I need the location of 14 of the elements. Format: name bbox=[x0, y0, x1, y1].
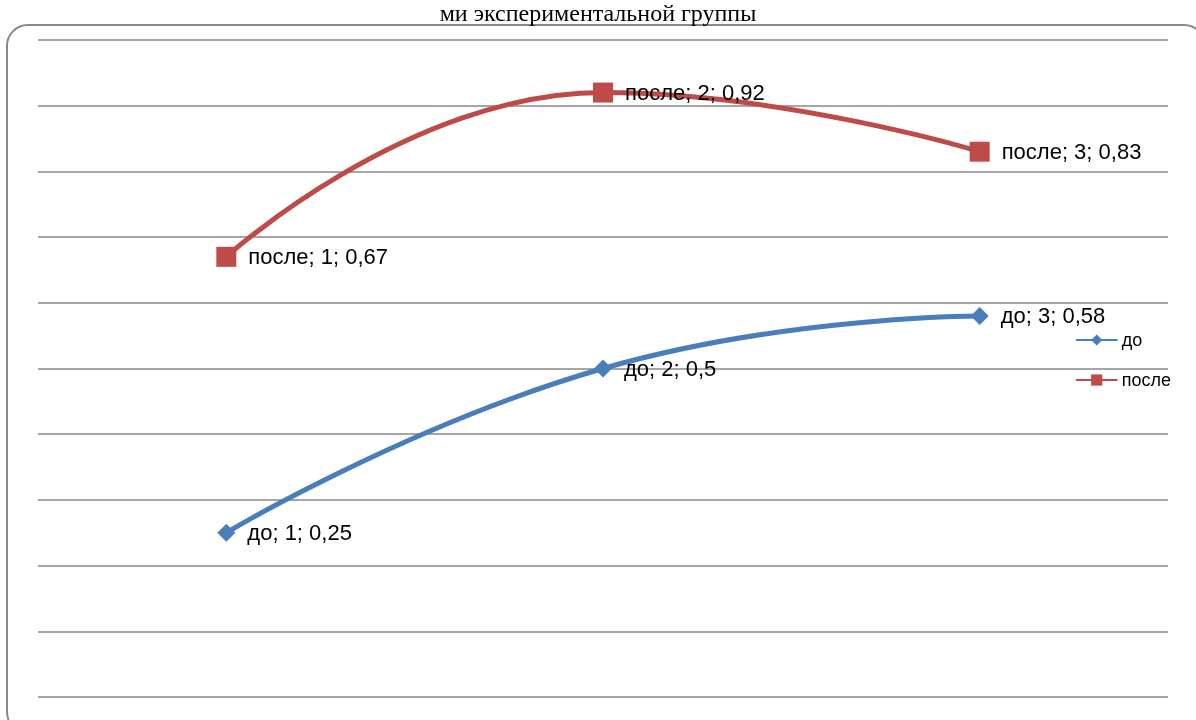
data-label: после; 1; 0,67 bbox=[248, 244, 389, 270]
point bbox=[969, 141, 990, 162]
point bbox=[970, 306, 989, 325]
legend-label: после bbox=[1121, 370, 1172, 390]
point bbox=[217, 523, 236, 542]
data-label: до; 3; 0,58 bbox=[1000, 303, 1106, 329]
data-label: до; 2; 0,5 bbox=[624, 356, 717, 381]
point bbox=[594, 359, 612, 378]
legend-label: до bbox=[1121, 330, 1143, 350]
point bbox=[593, 82, 613, 103]
data-label: после; 3; 0,83 bbox=[1001, 139, 1142, 165]
chart-title: ми экспериментальной группы bbox=[438, 0, 758, 26]
point bbox=[216, 246, 237, 267]
data-label: до; 1; 0,25 bbox=[247, 520, 352, 546]
